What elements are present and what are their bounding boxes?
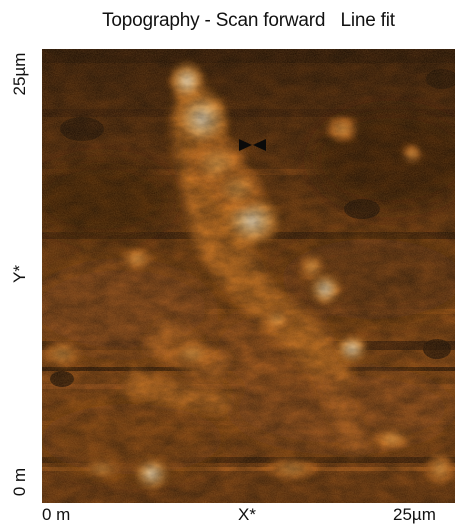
y-axis-max-label: 25µm xyxy=(10,52,29,96)
y-axis-label: Y* xyxy=(10,265,29,283)
x-axis-max-label: 25µm xyxy=(393,505,436,524)
topography-scan-image xyxy=(42,49,455,503)
bowtie-marker-icon xyxy=(239,139,266,151)
topography-heightmap xyxy=(42,49,455,503)
x-axis-min-label: 0 m xyxy=(42,505,71,524)
y-axis-min-label: 0 m xyxy=(10,467,29,497)
x-axis-label: X* xyxy=(238,505,256,524)
image-title: Topography - Scan forward Line fit xyxy=(102,10,395,31)
